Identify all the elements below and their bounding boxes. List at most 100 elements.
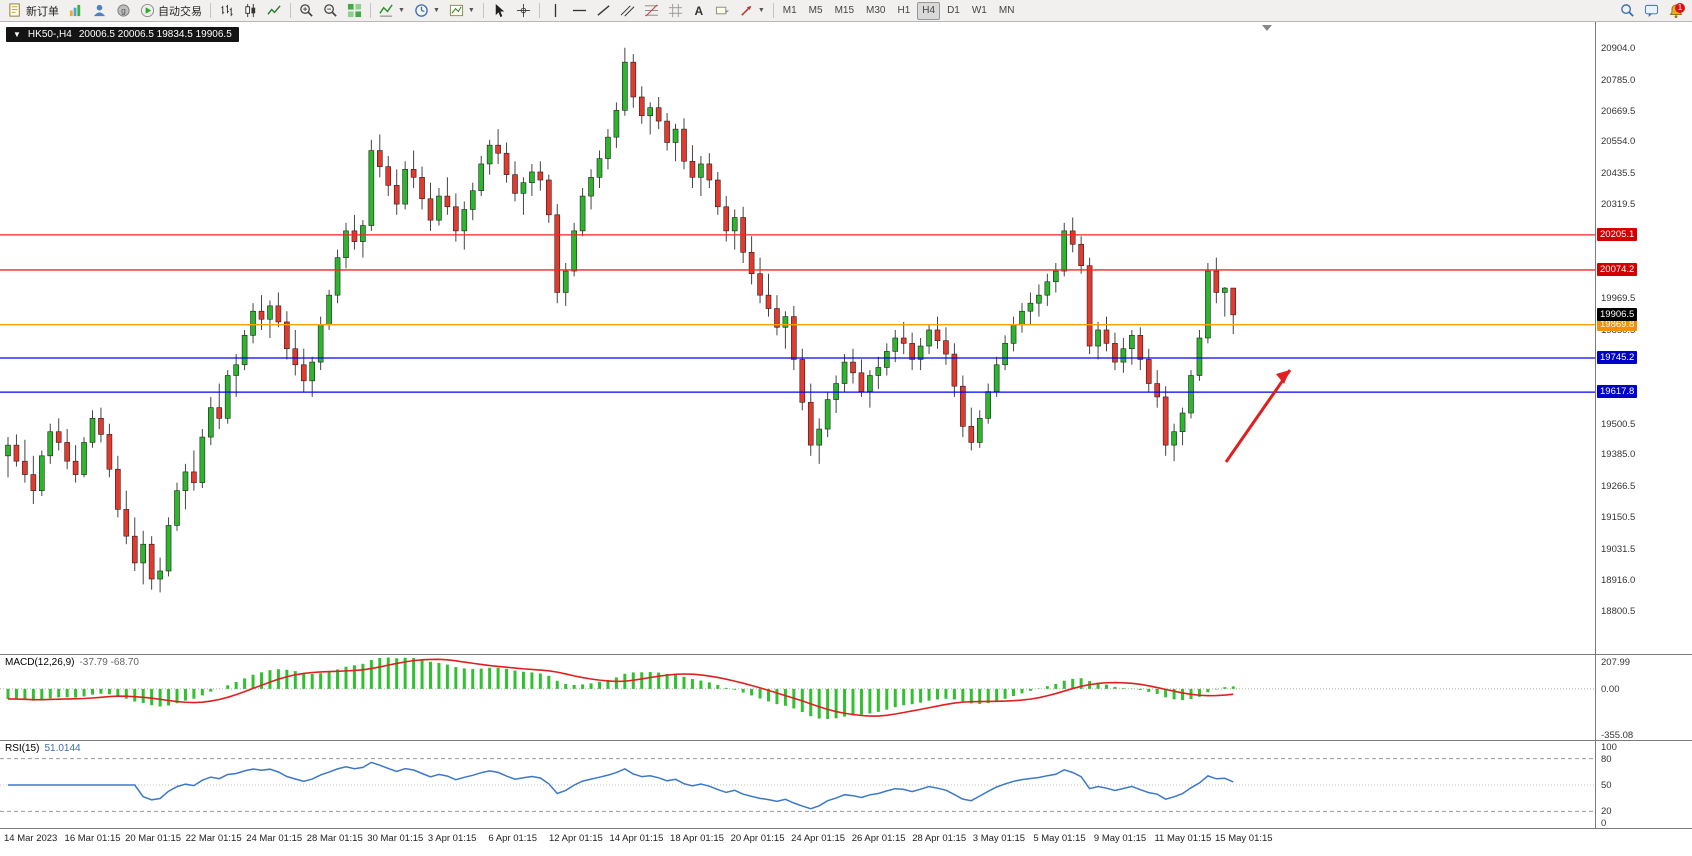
candle-body [799,359,806,403]
channel-tool-button[interactable] [616,1,639,21]
search-icon [1621,4,1634,17]
candle-body [495,144,501,154]
macd-values-text: -37.79 -68.70 [79,657,139,668]
macd-chart[interactable] [0,655,1595,741]
crosshair-button[interactable] [512,1,535,21]
price-badge: 19617.8 [1597,385,1638,399]
candle-body [1230,287,1237,316]
candle-body [402,168,408,205]
candle-body [748,252,755,275]
rsi-line [8,761,1234,810]
profiles-button[interactable] [88,1,111,21]
arrows-tool-button[interactable]: ▼ [735,1,769,21]
candle-body [571,230,577,272]
price-tick-label: 19500.5 [1601,418,1636,430]
candle-body [1061,230,1068,272]
label-tool-button[interactable] [711,1,734,21]
templates-button[interactable]: ▼ [445,1,479,21]
search-button[interactable] [1616,1,1639,21]
candle-body [757,273,763,296]
candle-body [1162,396,1169,446]
timeframe-button-m1[interactable]: M1 [782,5,797,16]
candle-body [461,209,468,232]
time-axis-label: 26 Apr 01:15 [851,833,906,844]
time-axis-label: 6 Apr 01:15 [488,833,537,844]
candle-body [520,182,527,194]
candle-body [199,436,206,483]
line-chart-type-button[interactable] [263,1,286,21]
indicators-button[interactable]: ▼ [375,1,409,21]
timeframe-button-h4[interactable]: H4 [917,1,941,20]
price-badge: 20205.1 [1597,227,1638,241]
bar-chart-type-button[interactable] [215,1,238,21]
candle-body [241,335,248,366]
candle-body [588,177,594,197]
candle-body [208,407,214,438]
arrow-tool-icon [741,5,751,16]
rsi-chart[interactable] [0,741,1595,829]
candle-body [5,444,11,457]
timeframe-button-m30[interactable]: M30 [866,5,886,16]
arrow-annotation[interactable] [1224,369,1292,463]
candle-body [985,391,992,419]
auto-trading-icon [140,3,155,18]
main-chart-panel: ▼ HK50-,H4 20006.5 20006.5 19834.5 19906… [0,22,1692,654]
macd-axis[interactable]: 207.99 0.00 -355.08 [1595,655,1692,741]
time-axis-label: 28 Mar 01:15 [306,833,363,844]
grid-tool-button[interactable] [664,1,687,21]
symbol-ohlc-label[interactable]: ▼ HK50-,H4 20006.5 20006.5 19834.5 19906… [6,27,239,42]
candle-body [706,163,713,181]
text-tool-button[interactable]: A [688,1,710,21]
price-badge: 19869.8 [1597,317,1638,331]
candlestick-chart[interactable] [0,22,1595,654]
candle-body [191,471,197,483]
cursor-button[interactable] [488,1,511,21]
chat-button[interactable] [1640,1,1663,21]
rsi-axis[interactable]: 100 80 50 20 0 [1595,741,1692,829]
price-tick-label: 20319.5 [1601,199,1636,211]
fibonacci-tool-button[interactable] [640,1,663,21]
shift-marker-icon[interactable] [1262,25,1272,31]
timeframe-button-w1[interactable]: W1 [971,5,987,16]
time-axis-label: 24 Apr 01:15 [791,833,846,844]
periods-button[interactable]: ▼ [410,1,444,21]
price-badge: 19906.5 [1597,307,1638,321]
charts-button[interactable] [64,1,87,21]
zoom-in-button[interactable] [295,1,318,21]
candle-body [622,61,628,111]
time-axis[interactable]: 14 Mar 2023 16 Mar 01:15 20 Mar 01:15 22 Ma… [0,828,1692,856]
candle-body [1171,431,1177,446]
history-center-button[interactable]: g [112,1,135,21]
timeframe-button-m15[interactable]: M15 [834,5,855,16]
trendline-tool-button[interactable] [592,1,615,21]
candle-body [875,367,882,376]
candle-body [850,361,856,374]
candle-body [1222,287,1228,293]
alerts-button[interactable]: 1 [1664,1,1688,21]
auto-trading-button[interactable]: 自动交易 [136,1,206,21]
candle-body [106,434,113,470]
text-tool-icon: A [694,3,704,18]
price-axis[interactable]: 20904.0 20785.0 20669.5 20554.0 20435.5 20319… [1595,22,1692,654]
rsi-tick-label: 0 [1601,818,1607,829]
tile-windows-button[interactable] [343,1,366,21]
zoom-out-button[interactable] [319,1,342,21]
horizontal-line-tool-button[interactable] [568,1,591,21]
candlestick-type-button[interactable] [239,1,262,21]
timeframe-button-m5[interactable]: M5 [808,5,823,16]
toolbar-separator [290,3,291,18]
vertical-line-tool-button[interactable] [544,1,567,21]
candle-body [807,401,814,446]
new-order-button[interactable]: 新订单 [4,1,63,21]
candle-body [216,407,223,419]
macd-name-text: MACD(12,26,9) [5,657,75,668]
timeframe-button-mn[interactable]: MN [998,5,1015,16]
profile-icon [93,4,106,17]
timeframe-button-d1[interactable]: D1 [947,5,960,16]
new-order-label: 新订单 [26,5,59,18]
time-axis-label: 14 Apr 01:15 [609,833,664,844]
macd-tick-label: -355.08 [1601,730,1634,741]
timeframe-button-h1[interactable]: H1 [897,5,911,16]
candle-body [368,150,375,226]
candle-body [1154,383,1160,398]
